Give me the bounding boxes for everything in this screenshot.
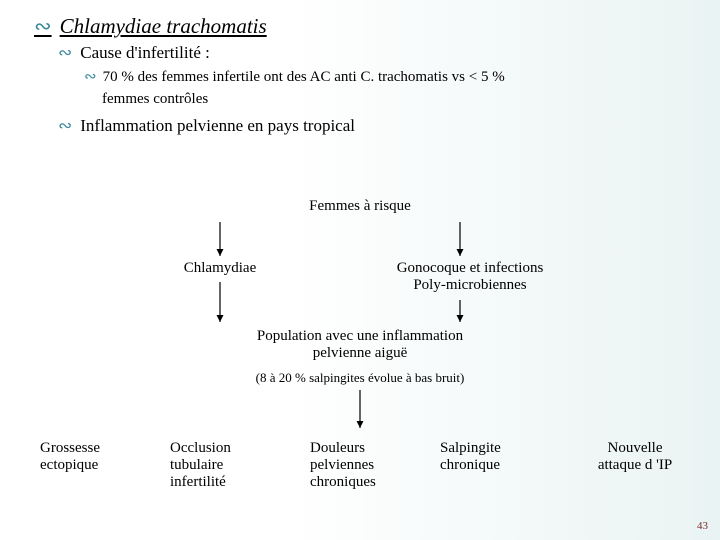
bullet-l2-1: ∾ Cause d'infertilité : — [58, 43, 696, 63]
bullet-icon: ∾ — [58, 116, 72, 136]
flow-diagram: Femmes à risque Chlamydiae Gonocoque et … — [0, 190, 720, 530]
node-b5: Nouvelle attaque d 'IP — [570, 440, 700, 474]
node-right1: Gonocoque et infections Poly-microbienne… — [370, 260, 570, 294]
node-b2-b: tubulaire — [170, 457, 280, 474]
node-top: Femmes à risque — [260, 198, 460, 215]
node-b1-a: Grossesse — [40, 440, 150, 457]
node-b5-b: attaque d 'IP — [570, 457, 700, 474]
bullet-l2-2: ∾ Inflammation pelvienne en pays tropica… — [58, 116, 696, 136]
heading-l1: ∾ Chlamydiae trachomatis — [34, 14, 696, 39]
node-b3-a: Douleurs — [310, 440, 420, 457]
bullet-icon: ∾ — [34, 14, 52, 39]
node-mid-a: Population avec une inflammation — [200, 328, 520, 345]
bullet-l3-1-text: 70 % des femmes infertile ont des AC ant… — [103, 67, 505, 87]
node-b1-b: ectopique — [40, 457, 150, 474]
node-b3: Douleurs pelviennes chroniques — [310, 440, 420, 491]
node-mid: Population avec une inflammation pelvien… — [200, 328, 520, 362]
node-b4-a: Salpingite — [440, 440, 550, 457]
node-right1-a: Gonocoque et infections — [370, 260, 570, 277]
heading-l1-text: Chlamydiae trachomatis — [60, 14, 267, 39]
node-paren: (8 à 20 % salpingites évolue à bas bruit… — [200, 370, 520, 386]
bullet-icon: ∾ — [58, 43, 72, 63]
bullet-l3-1b: femmes contrôles — [102, 89, 696, 109]
bullet-l2-1-text: Cause d'infertilité : — [80, 43, 210, 63]
node-b1: Grossesse ectopique — [40, 440, 150, 474]
bullet-icon: ∾ — [84, 67, 97, 87]
node-b2-a: Occlusion — [170, 440, 280, 457]
node-b2: Occlusion tubulaire infertilité — [170, 440, 280, 491]
node-left1: Chlamydiae — [150, 260, 290, 277]
node-b3-c: chroniques — [310, 474, 420, 491]
node-b3-b: pelviennes — [310, 457, 420, 474]
node-b2-c: infertilité — [170, 474, 280, 491]
node-b4: Salpingite chronique — [440, 440, 550, 474]
node-right1-b: Poly-microbiennes — [370, 277, 570, 294]
page-number: 43 — [697, 520, 708, 532]
node-mid-b: pelvienne aiguë — [200, 345, 520, 362]
node-b4-b: chronique — [440, 457, 550, 474]
bullet-l3-1: ∾ 70 % des femmes infertile ont des AC a… — [84, 67, 696, 87]
node-b5-a: Nouvelle — [570, 440, 700, 457]
bullet-l2-2-text: Inflammation pelvienne en pays tropical — [80, 116, 355, 136]
